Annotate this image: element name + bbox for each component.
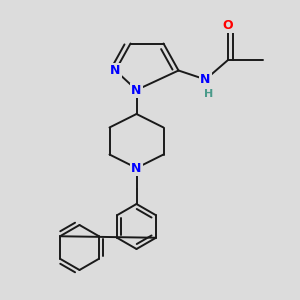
Text: O: O xyxy=(223,19,233,32)
Text: N: N xyxy=(110,64,121,77)
Text: N: N xyxy=(131,161,142,175)
Text: N: N xyxy=(131,83,142,97)
Text: N: N xyxy=(200,73,211,86)
Text: H: H xyxy=(204,89,213,100)
